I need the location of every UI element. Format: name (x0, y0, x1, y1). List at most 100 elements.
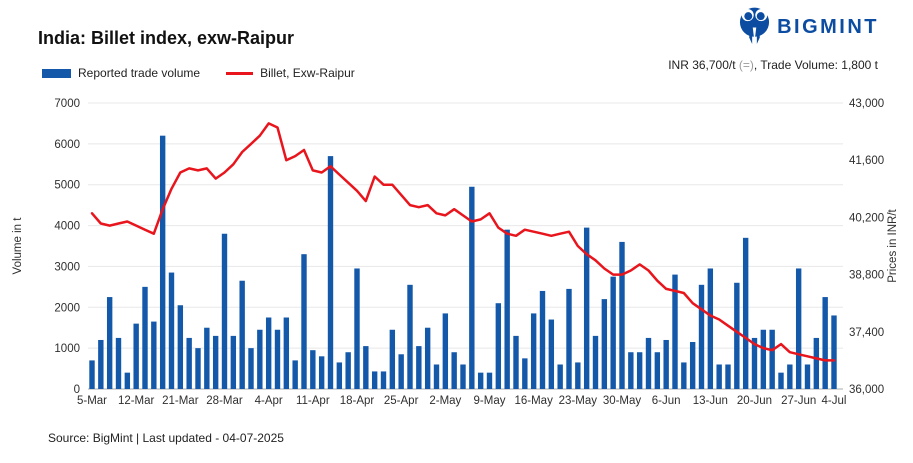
volume-bar (778, 372, 784, 389)
volume-bar (345, 352, 351, 389)
volume-bar (804, 364, 811, 389)
left-axis-tick: 4000 (54, 221, 80, 233)
x-axis-tick: 16-May (514, 395, 553, 407)
volume-bar (274, 329, 281, 389)
volume-bar (221, 233, 228, 389)
volume-bar (416, 346, 422, 389)
volume-bar (707, 268, 714, 389)
source-line: Source: BigMint | Last updated - 04-07-2… (48, 431, 284, 445)
x-axis-tick: 11-Apr (296, 395, 330, 407)
volume-bar (106, 297, 113, 389)
volume-bar (698, 284, 705, 389)
volume-bar (681, 362, 687, 389)
volume-bar (495, 303, 502, 389)
volume-bar (645, 337, 652, 389)
chart-legend: Reported trade volume Billet, Exw-Raipur (42, 66, 355, 80)
volume-bar (566, 288, 572, 389)
volume-bar (672, 274, 678, 389)
volume-bar (831, 315, 837, 389)
x-axis-tick: 13-Jun (693, 395, 728, 407)
volume-bar (257, 329, 263, 389)
volume-bar (89, 360, 95, 389)
volume-bar (424, 327, 431, 389)
x-axis-tick: 2-May (429, 395, 461, 407)
volume-bar (530, 313, 537, 389)
legend-label-price: Billet, Exw-Raipur (260, 66, 355, 80)
right-axis-tick: 38,800 (849, 270, 884, 282)
volume-bar (654, 352, 661, 389)
volume-bar (398, 354, 404, 389)
volume-bar (751, 337, 758, 389)
volume-bar (354, 268, 360, 389)
volume-bar (159, 135, 166, 389)
volume-bar (504, 229, 510, 389)
volume-bar (380, 371, 387, 389)
volume-bar (168, 272, 175, 389)
x-axis-tick: 5-Mar (77, 395, 107, 407)
x-axis-tick: 12-Mar (118, 395, 155, 407)
volume-bar (363, 346, 369, 389)
right-axis-tick: 40,200 (849, 212, 884, 224)
left-axis-title: Volume in t (12, 217, 24, 275)
x-axis-tick: 27-Jun (781, 395, 816, 407)
volume-bar (548, 319, 555, 389)
x-axis-tick: 25-Apr (384, 395, 419, 407)
volume-bar (477, 372, 484, 389)
left-axis-tick: 3000 (54, 261, 80, 273)
volume-bar (248, 348, 254, 389)
right-axis-tick: 37,400 (849, 327, 884, 339)
volume-bar (725, 364, 731, 389)
volume-bar (283, 317, 290, 389)
volume-bar (760, 329, 767, 389)
volume-bar (230, 335, 237, 389)
volume-bar (98, 339, 104, 389)
right-axis-title: Prices in INR/t (887, 208, 899, 282)
volume-bar (327, 156, 334, 389)
volume-bar (407, 284, 413, 389)
legend-item-price: Billet, Exw-Raipur (226, 66, 355, 80)
left-axis-tick: 7000 (54, 98, 80, 110)
volume-bar (663, 339, 669, 389)
volume-bar (451, 352, 457, 389)
volume-bar (336, 362, 343, 389)
volume-bar (442, 313, 449, 389)
volume-bar (813, 337, 820, 389)
x-axis-tick: 21-Mar (162, 395, 199, 407)
volume-bar (115, 337, 122, 389)
volume-bar (619, 241, 625, 389)
volume-bar (469, 186, 475, 389)
volume-bar (212, 335, 219, 389)
volume-bar (787, 364, 793, 389)
volume-bar (292, 360, 298, 389)
volume-bar (513, 335, 519, 389)
price-change-indicator: (=) (738, 58, 754, 72)
volume-bar (716, 364, 722, 389)
right-axis-tick: 36,000 (849, 384, 884, 396)
volume-bar (124, 372, 131, 389)
volume-bar (769, 329, 775, 389)
volume-bar (822, 297, 828, 389)
x-axis-tick: 9-May (474, 395, 506, 407)
volume-bar (636, 352, 643, 389)
volume-bar (318, 356, 325, 389)
right-axis-tick: 41,600 (849, 155, 884, 167)
volume-bar (195, 348, 201, 389)
bigmint-logo-text: BIGMINT (777, 15, 879, 38)
volume-bar (142, 286, 148, 389)
bigmint-logo: BIGMINT (738, 7, 879, 47)
left-axis-tick: 0 (74, 384, 80, 396)
volume-bar (689, 342, 696, 389)
right-axis-tick: 43,000 (849, 98, 884, 110)
volume-bar (734, 282, 740, 389)
legend-label-volume: Reported trade volume (78, 66, 201, 80)
x-axis-tick: 4-Apr (255, 395, 283, 407)
price-swatch (226, 71, 254, 75)
volume-bar (742, 237, 749, 389)
volume-swatch (42, 68, 71, 78)
page-title: India: Billet index, exw-Raipur (38, 28, 295, 48)
volume-bar (433, 364, 440, 389)
volume-bar (265, 317, 272, 389)
volume-bar (371, 371, 378, 389)
